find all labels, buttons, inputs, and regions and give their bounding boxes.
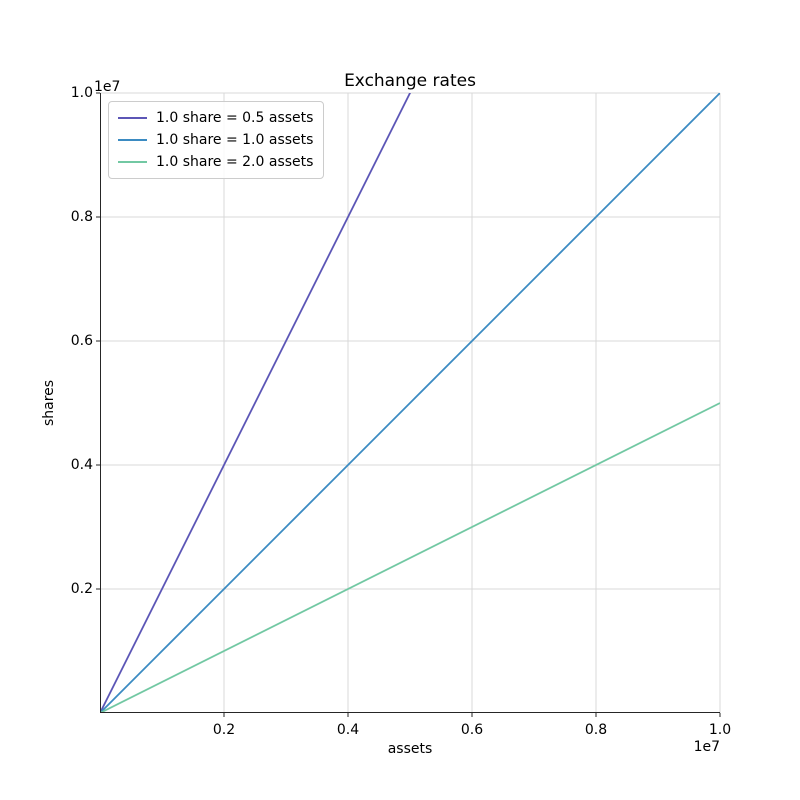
y-axis-label: shares <box>41 379 57 427</box>
series-line-0 <box>100 93 412 713</box>
x-tick-label: 0.4 <box>336 722 360 738</box>
y-tick-label: 0.2 <box>70 581 93 597</box>
legend-label: 1.0 share = 2.0 assets <box>156 154 314 170</box>
x-axis-offset-text: 1e7 <box>693 739 720 755</box>
x-tick-label: 0.6 <box>460 722 484 738</box>
legend-line-swatch <box>118 117 147 119</box>
legend-line-swatch <box>118 161 147 163</box>
legend-label: 1.0 share = 1.0 assets <box>156 132 314 148</box>
series-line-1 <box>100 93 720 713</box>
y-tick-label: 0.6 <box>70 333 93 349</box>
y-axis-offset-text: 1e7 <box>94 79 121 95</box>
legend-item-2: 1.0 share = 2.0 assets <box>118 151 313 173</box>
y-tick-label: 0.8 <box>70 209 93 225</box>
legend-label: 1.0 share = 0.5 assets <box>156 110 314 126</box>
legend-line-swatch <box>118 139 147 141</box>
x-tick-label: 0.2 <box>212 722 236 738</box>
legend: 1.0 share = 0.5 assets 1.0 share = 1.0 as… <box>108 101 325 179</box>
y-tick-label: 0.4 <box>70 457 93 473</box>
series-line-2 <box>100 402 720 713</box>
x-tick-label: 1.0 <box>708 722 732 738</box>
legend-item-1: 1.0 share = 1.0 assets <box>118 129 313 151</box>
plot-canvas <box>96 92 721 717</box>
x-tick-label: 0.8 <box>584 722 608 738</box>
plot-area: 1.0 share = 0.5 assets 1.0 share = 1.0 as… <box>96 92 721 717</box>
y-tick-label: 1.0 <box>70 85 93 101</box>
chart-title: Exchange rates <box>344 71 476 91</box>
legend-item-0: 1.0 share = 0.5 assets <box>118 107 313 129</box>
x-axis-label: assets <box>387 741 433 757</box>
